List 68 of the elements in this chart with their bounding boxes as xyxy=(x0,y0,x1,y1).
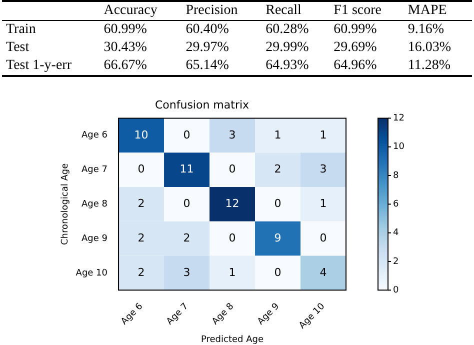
data-label: 0 xyxy=(183,197,190,210)
data-label: 2 xyxy=(138,266,145,279)
text: 16.03% xyxy=(408,40,452,55)
data-label: 2 xyxy=(274,162,282,176)
data-label: 0 xyxy=(183,128,190,142)
text: 64.93% xyxy=(266,58,309,73)
color-bar-label: 12 xyxy=(393,114,404,124)
y-axis-title: Chronological Age xyxy=(60,162,71,246)
category-label: Precision xyxy=(184,2,239,20)
text: 60.99% xyxy=(334,22,377,37)
y-tick-label: Age 9 xyxy=(82,234,108,244)
data-label: 0 xyxy=(138,162,145,176)
data-label: 2 xyxy=(138,231,145,244)
color-bar-label: 2 xyxy=(393,256,399,267)
text: 29.69% xyxy=(334,40,377,55)
chart-title: Confusion matrix xyxy=(154,98,250,112)
text: 30.43% xyxy=(104,40,147,55)
data-label: 0 xyxy=(274,266,282,279)
text: 64.96% xyxy=(334,58,377,73)
data-label: 2 xyxy=(183,231,190,244)
data-label: 1 xyxy=(320,197,327,210)
text: 29.99% xyxy=(266,40,309,55)
category-label: Train xyxy=(6,22,36,37)
data-label: 0 xyxy=(228,162,236,176)
text: 29.97% xyxy=(186,40,229,55)
category-label: Test xyxy=(6,40,30,55)
data-label: 10 xyxy=(134,128,148,142)
data-label: 2 xyxy=(138,197,145,210)
text: 65.14% xyxy=(186,58,229,73)
text: 66.67% xyxy=(104,58,147,73)
data-label: 3 xyxy=(320,162,327,176)
x-tick-label: Age 9 xyxy=(256,301,282,328)
data-label: 0 xyxy=(228,231,236,244)
x-tick-label: Age 10 xyxy=(298,301,328,332)
x-tick-label: Age 7 xyxy=(165,302,191,328)
data-label: 3 xyxy=(228,128,236,142)
data-label: 0 xyxy=(274,197,282,210)
text: 60.40% xyxy=(186,22,229,37)
data-label: 12 xyxy=(225,197,240,210)
data-label: 0 xyxy=(320,231,327,244)
text: 60.28% xyxy=(266,22,309,37)
data-label: 1 xyxy=(274,128,282,142)
category-label: MAPE xyxy=(406,2,448,20)
text: 11.28% xyxy=(408,58,451,73)
color-bar-label: 0 xyxy=(393,285,399,296)
data-label: 4 xyxy=(320,266,327,279)
data-label: 3 xyxy=(183,266,190,279)
y-tick-label: Age 6 xyxy=(82,130,108,141)
y-tick-label: Age 8 xyxy=(82,200,108,210)
color-bar-label: 6 xyxy=(393,200,399,210)
color-bar-label: 10 xyxy=(393,142,405,152)
x-axis-title: Predicted Age xyxy=(200,334,264,345)
text: 60.99% xyxy=(104,22,147,37)
category-label: Test 1-y-err xyxy=(6,58,72,73)
data-label: 9 xyxy=(274,231,282,244)
category-label: Recall xyxy=(264,2,302,20)
data-label: 1 xyxy=(228,266,236,279)
data-label: 1 xyxy=(320,128,327,142)
category-label: F1 score xyxy=(332,2,382,20)
category-label: Accuracy xyxy=(102,2,158,20)
text: 9.16% xyxy=(408,22,444,37)
color-bar-label: 4 xyxy=(393,228,399,238)
y-tick-label: Age 10 xyxy=(76,268,108,278)
y-tick-label: Age 7 xyxy=(82,165,108,176)
data-label: 11 xyxy=(180,162,194,176)
color-bar-label: 8 xyxy=(393,170,399,181)
x-tick-label: Age 6 xyxy=(120,301,146,328)
x-tick-label: Age 8 xyxy=(210,301,236,328)
